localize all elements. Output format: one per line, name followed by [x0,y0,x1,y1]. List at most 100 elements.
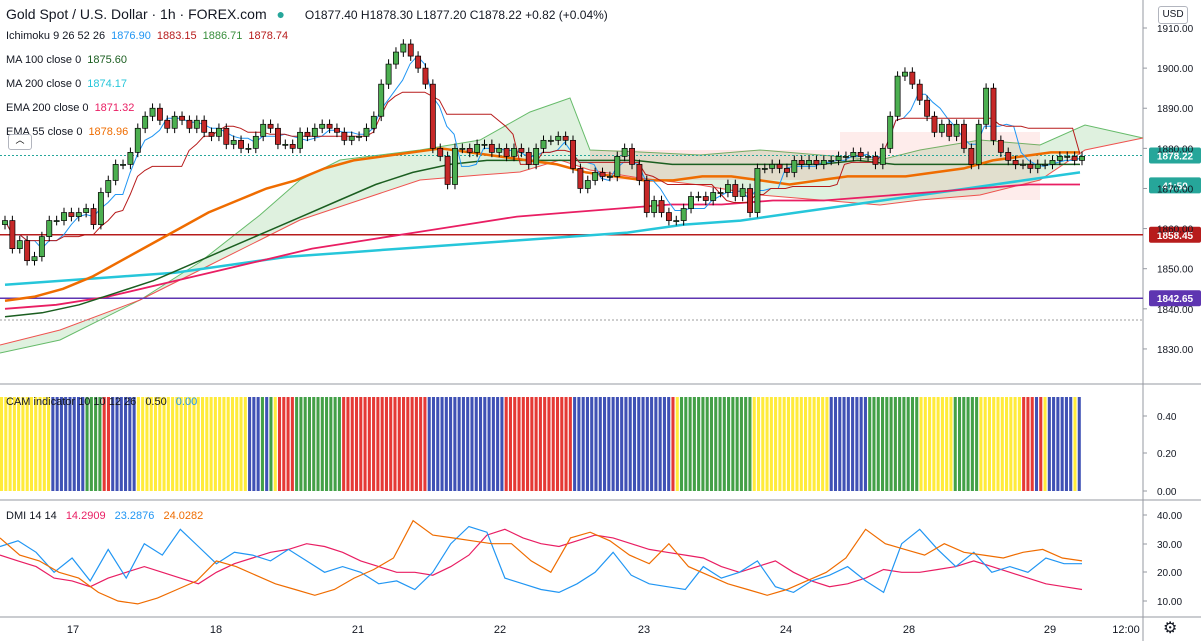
candle-body [164,119,171,129]
candle-body [621,148,628,157]
indicator-row: MA 200 close 0 1874.17 [6,78,133,90]
candle-body [1027,164,1034,169]
collapse-legend-button[interactable]: ︿ [8,134,32,150]
candle-body [503,148,510,157]
cam-bar [440,397,444,491]
cam-bar [124,397,128,491]
cam-bar [158,397,162,491]
cam-bar [709,397,714,491]
cam-bar [727,397,731,491]
candle-body [38,236,45,258]
countdown-badge [1149,177,1201,194]
cam-bar [201,397,205,491]
candle-body [606,176,613,178]
cam-bar [731,397,735,491]
cam-bar [825,397,829,491]
candle-body [769,164,776,169]
candle-body [717,192,724,194]
cam-bar [821,397,825,491]
cam-bar [17,397,21,491]
cam-bar [128,397,132,491]
candle-body [149,107,156,117]
cam-bar [29,397,34,491]
cam-bar [752,397,756,491]
candle-body [894,75,901,117]
candle-body [429,83,436,149]
y-tick-label: 1830.00 [1157,345,1194,356]
candle-body [857,152,864,157]
candle-body [651,200,658,213]
candle-body [466,148,473,153]
cam-label: CAM indicator 10 10 12 26 [6,396,137,408]
cam-bar [342,397,346,491]
cam-y-tick-label: 0.40 [1157,412,1177,423]
cam-bar [508,397,512,491]
cam-bar [1064,397,1068,491]
cam-bar [196,397,200,491]
candle-body [695,196,702,198]
candle-body [459,148,466,150]
candle-body [474,143,481,153]
horizontal-levels: 1878.22 41:50 1858.45 1842.65 [0,147,1201,321]
level-badge [1149,226,1201,243]
candle-body [282,143,289,146]
x-tick-label: 28 [903,624,915,636]
cam-bar [457,397,461,491]
cam-bar [979,397,983,491]
cam-bar [1069,397,1073,491]
candle-body [547,139,554,142]
ema55-line [4,147,1080,303]
cam-bar [538,397,542,491]
cam-bar [393,397,397,491]
candle-body [1056,156,1063,161]
cam-bar [188,397,192,491]
candle-body [90,208,97,225]
cam-bar [910,397,915,491]
cam-bar [560,397,564,491]
cam-bar [376,397,380,491]
cam-bar [1073,397,1077,491]
cam-bar [299,397,303,491]
candle-body [481,143,488,146]
cam-bar [47,397,51,491]
candle-body [599,172,606,177]
cam-y-tick-label: 0.20 [1157,449,1177,460]
cam-bar [816,397,820,491]
market-status-icon: ● [276,6,285,22]
dmi-lines [0,519,1083,605]
currency-button[interactable]: USD [1158,6,1188,24]
candle-body [142,115,149,129]
cam-bar [1005,397,1009,491]
candle-body [555,135,562,141]
cam-bar [812,397,816,491]
candle-body [997,139,1004,153]
candle-body [710,192,717,201]
candle-body [46,220,53,237]
cam-bar [932,397,936,491]
cam-bar [846,397,850,491]
cam-bar [1026,397,1030,491]
cam-bar [547,397,551,491]
cam-bar [645,397,649,491]
cam-bar [966,397,970,491]
cam-bar [915,397,919,491]
cam-bar [436,397,440,491]
cam-bar [526,397,530,491]
y-tick-label: 1890.00 [1157,104,1194,115]
cam-bar [842,397,846,491]
dmi-y-tick-label: 30.00 [1157,540,1182,551]
cam-bar [192,397,196,491]
candle-body [724,184,731,193]
cam-bar [1022,397,1026,491]
cam-bar [303,397,307,491]
cam-bar [461,397,465,491]
dmi-plus-value: 23.2876 [114,510,155,522]
candle-body [75,212,82,217]
cam-bar [175,397,179,491]
cam-bar [389,397,393,491]
cam-bar [81,397,85,491]
settings-gear-icon[interactable]: ⚙ [1163,620,1178,637]
cam-bar [889,397,893,491]
cam-bar [102,397,106,491]
